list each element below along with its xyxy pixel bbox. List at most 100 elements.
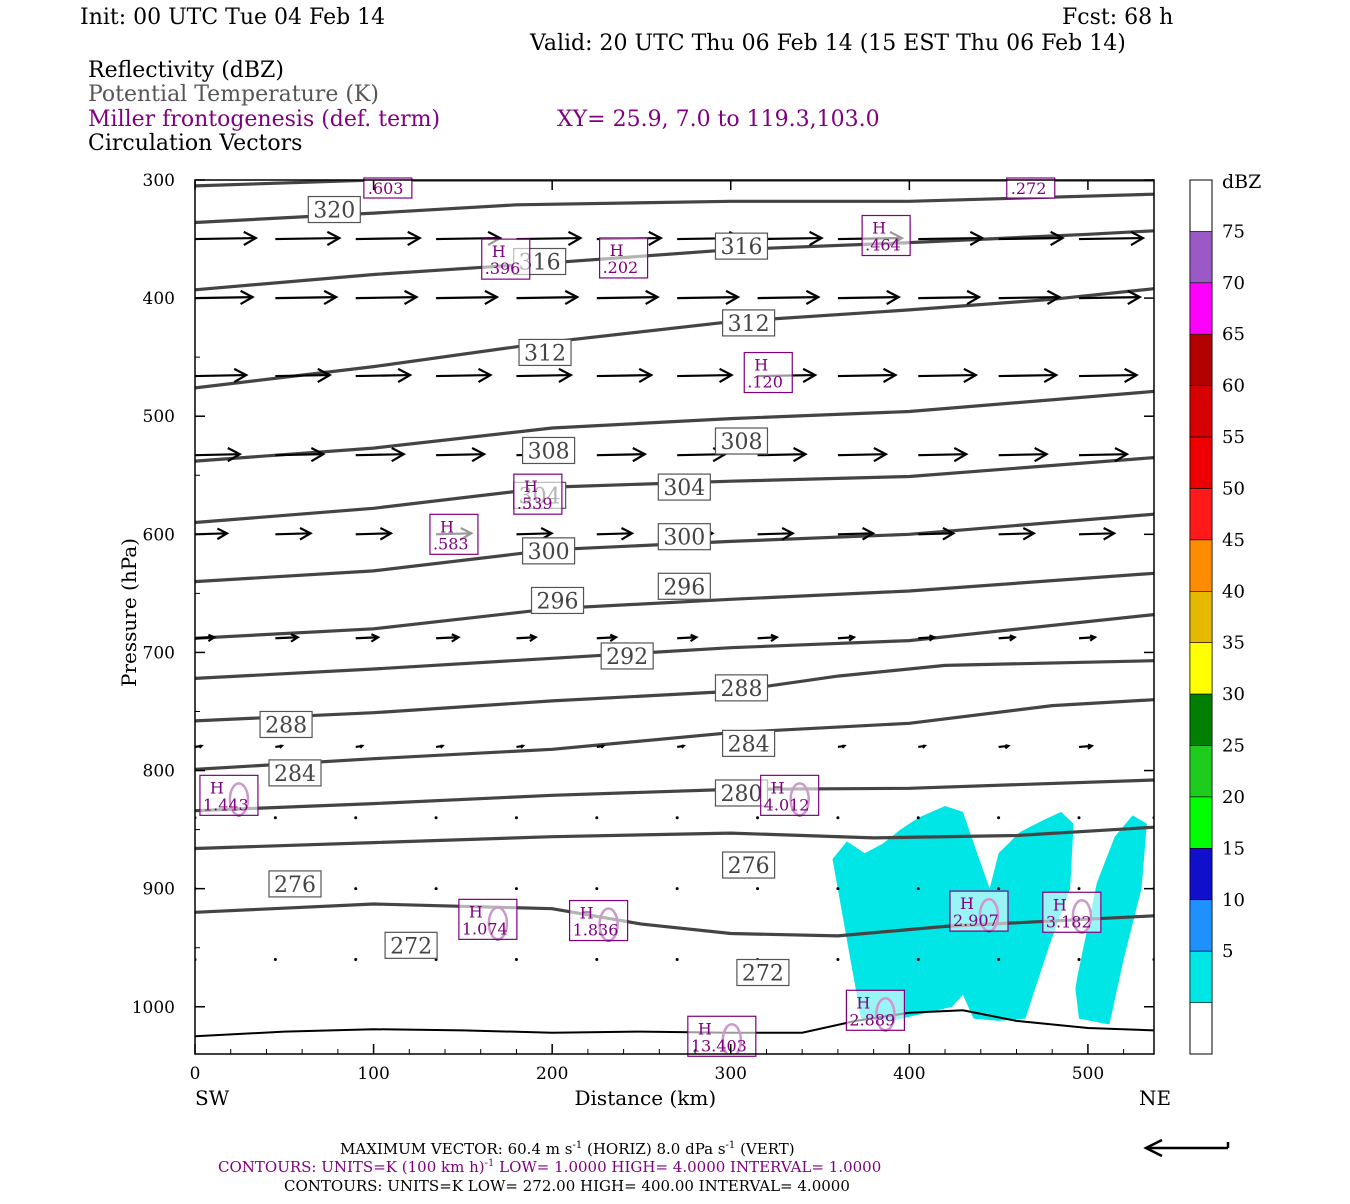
wind-vector-dot <box>997 887 1001 891</box>
wind-vector-shaft <box>275 296 337 300</box>
wind-vector-466-5 <box>596 367 654 384</box>
wind-vector-shaft <box>596 636 617 640</box>
fronto-max-value: 1.443 <box>203 795 249 814</box>
wind-vector-840-4 <box>514 816 518 820</box>
wind-vector-600-1 <box>275 527 313 541</box>
cross-section-xy: XY= 25.9, 7.0 to 119.3,103.0 <box>557 107 880 132</box>
wind-vector-dot <box>595 958 599 962</box>
wind-vector-head <box>567 230 583 247</box>
wind-vector-400-5 <box>596 289 660 306</box>
theta-contour-288 <box>195 613 1154 680</box>
wind-vector-400-2 <box>355 289 419 306</box>
theta-label-6: 308 <box>521 436 576 465</box>
wind-vector-dot <box>273 958 277 962</box>
theta-label-23: 272 <box>736 958 790 987</box>
colorbar-label-65: 65 <box>1222 324 1245 345</box>
wind-vector-dot <box>836 887 840 891</box>
theta-label-box <box>600 642 654 670</box>
wind-vector-466-9 <box>918 367 979 384</box>
wind-vector-head <box>1087 743 1095 750</box>
colorbar-swatch-10 <box>1189 899 1213 952</box>
wind-vector-600-8 <box>837 527 876 541</box>
theta-label-text: 308 <box>528 439 570 464</box>
wind-vector-840-2 <box>354 816 358 820</box>
wind-vector-shaft <box>998 373 1057 378</box>
colorbar-swatch-40 <box>1189 590 1213 644</box>
wind-vector-dot <box>434 816 438 820</box>
init-time: Init: 00 UTC Tue 04 Feb 14 <box>80 5 385 30</box>
wind-vector-head <box>1165 635 1170 640</box>
wind-vector-780-12 <box>1153 745 1154 747</box>
wind-vector-head <box>886 289 901 306</box>
wind-vector-head <box>802 367 818 384</box>
theta-label-box <box>714 232 769 260</box>
x-tick-label-100: 100 <box>357 1064 389 1084</box>
wind-vector-shaft <box>677 296 738 300</box>
wind-vector-shaft <box>837 296 899 300</box>
wind-vector-shaft <box>918 236 983 241</box>
colorbar-label-55: 55 <box>1222 427 1245 448</box>
theta-label-9: 304 <box>657 473 711 501</box>
wind-vector-head <box>290 633 301 643</box>
colorbar-swatch-60 <box>1189 385 1213 438</box>
wind-vector-head <box>477 367 493 384</box>
terrain-line <box>195 1009 1154 1038</box>
wind-vector-600-12 <box>1153 528 1190 540</box>
colorbar-label-15: 15 <box>1222 838 1245 859</box>
theta-label-box <box>521 436 576 465</box>
y-tick-label-400: 400 <box>143 289 175 309</box>
wind-vector-688-2 <box>355 633 381 643</box>
fronto-max-box <box>458 898 518 940</box>
fronto-max-box <box>1042 891 1102 933</box>
fronto-max-16: H13.403 <box>687 1015 757 1057</box>
wind-vector-shaft <box>596 373 652 378</box>
wind-vector-shaft <box>596 296 658 300</box>
wind-vector-shaft <box>195 636 215 640</box>
theta-label-box <box>384 931 438 959</box>
theta-label-21: 276 <box>268 870 322 898</box>
fronto-max-box <box>845 989 906 1031</box>
theta-contour-276 <box>195 778 1154 813</box>
wind-vector-head <box>407 230 423 247</box>
fronto-max-value: 1.836 <box>573 921 619 940</box>
wind-vector-780-6 <box>677 744 687 749</box>
theta-label-text: 304 <box>663 476 705 501</box>
wind-vector-head <box>638 367 654 384</box>
colorbar-label-35: 35 <box>1222 633 1245 654</box>
fronto-max-value: .583 <box>433 534 469 553</box>
theta-label-box <box>530 586 585 615</box>
wind-vector-466-10 <box>998 367 1059 384</box>
wind-vector-head <box>391 447 407 463</box>
wind-vector-dot <box>514 887 518 891</box>
colorbar-swatch-65 <box>1189 333 1213 386</box>
fronto-max-2: .272 <box>1006 177 1056 199</box>
wind-vector-head <box>1124 367 1139 384</box>
wind-vector-head <box>680 744 687 749</box>
fronto-max-8: H.583 <box>429 513 479 555</box>
fronto-max-h: H <box>872 219 886 238</box>
theta-label-text: 272 <box>390 934 432 959</box>
fronto-max-10: H4.012 <box>760 774 820 816</box>
wind-vector-960-6 <box>675 958 679 962</box>
theta-label-20: 276 <box>722 851 776 879</box>
theta-label-3: 316 <box>714 232 769 260</box>
fronto-max-box <box>949 890 1009 932</box>
wind-vector-head <box>1114 447 1130 463</box>
wind-vector-688-9 <box>918 634 937 642</box>
colorbar-label-10: 10 <box>1222 890 1245 911</box>
fronto-max-13: H1.074 <box>458 898 518 940</box>
reference-vector <box>1143 1138 1230 1158</box>
fronto-max-box <box>513 473 563 515</box>
wind-vector-head <box>1179 528 1190 540</box>
wind-vector-head <box>310 447 326 463</box>
x-axis-label: Distance (km) <box>575 1086 717 1110</box>
wind-vector-400-9 <box>918 289 982 306</box>
wind-vector-533-3 <box>436 447 487 463</box>
fronto-max-value: 13.403 <box>691 1036 747 1055</box>
wind-vector-head <box>1050 230 1065 247</box>
wind-vector-head <box>921 744 928 749</box>
y-tick-label-300: 300 <box>143 171 175 191</box>
wind-vector-780-4 <box>516 744 526 749</box>
wind-vector-shaft <box>275 373 330 378</box>
